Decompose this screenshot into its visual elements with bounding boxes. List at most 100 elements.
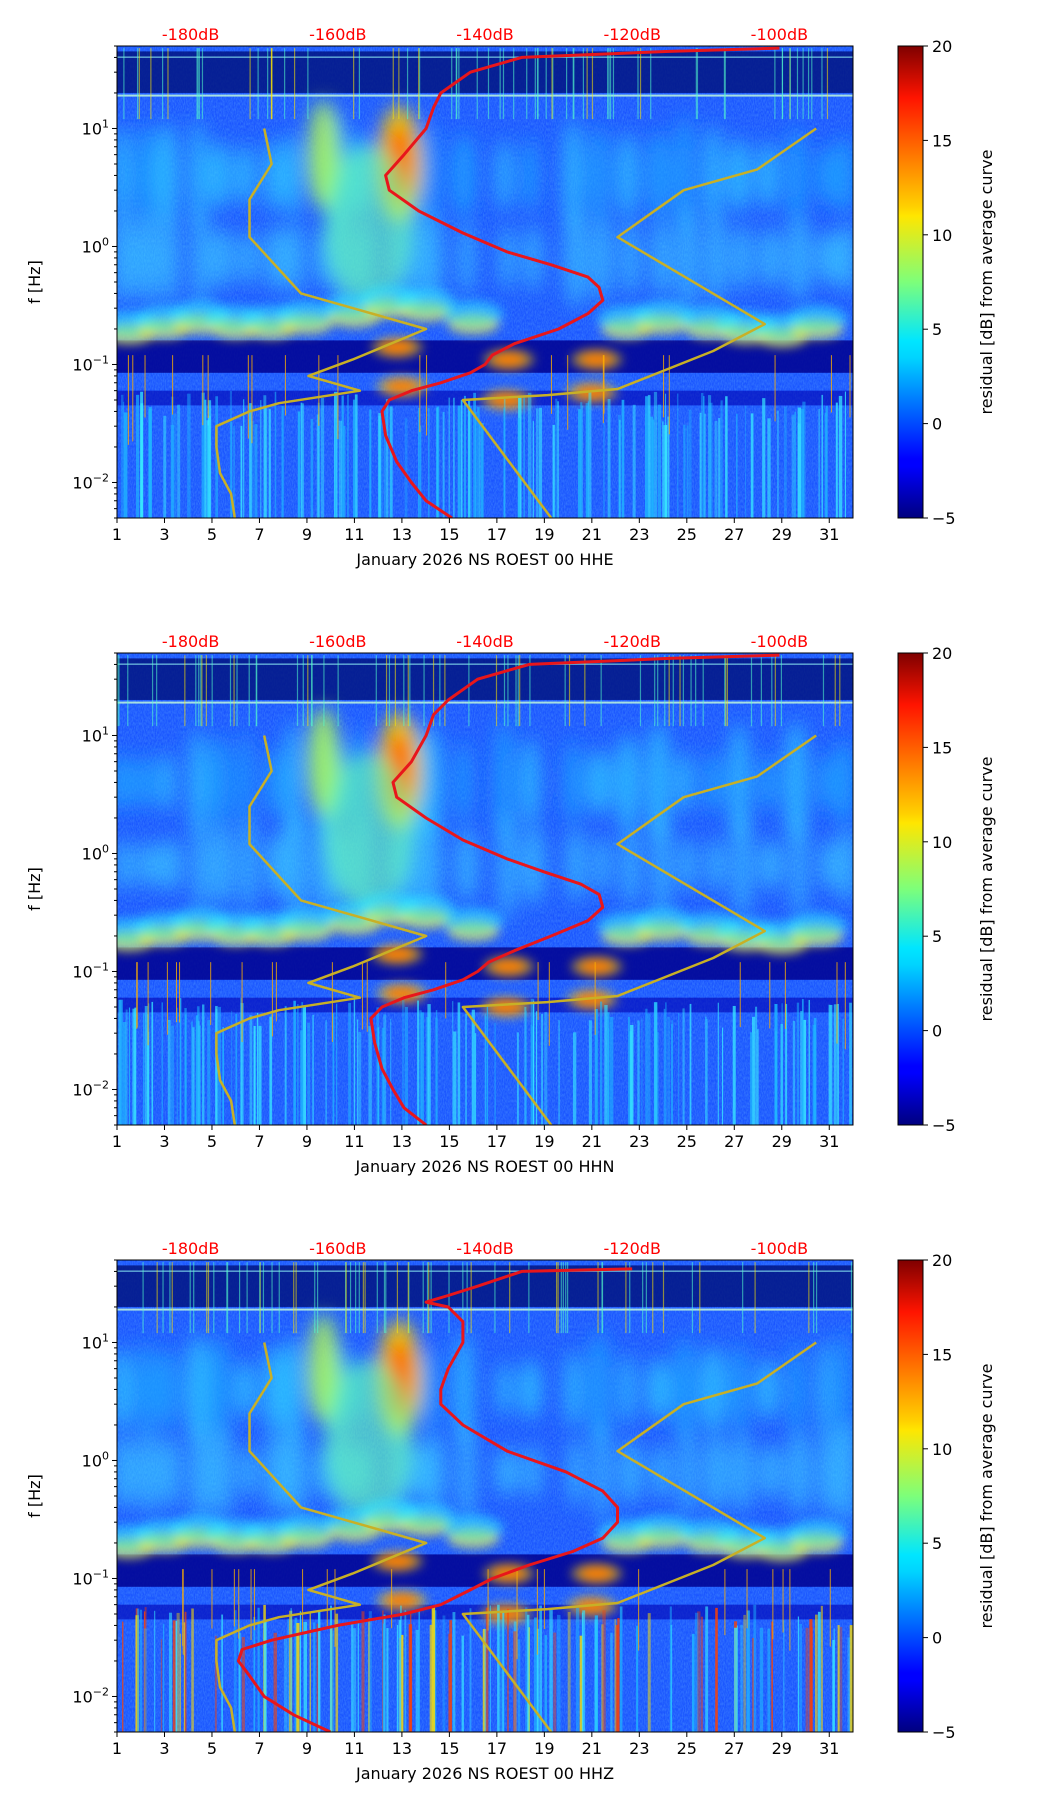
hf-blob	[615, 735, 640, 830]
mf-blob	[565, 827, 587, 902]
lf-streak	[474, 1033, 477, 1125]
lf-streak	[418, 407, 420, 518]
lf-streak	[202, 1004, 205, 1125]
lf-streak	[352, 1628, 357, 1732]
lf-streak	[229, 390, 232, 518]
lf-streak	[316, 414, 320, 518]
lf-streak	[325, 1020, 328, 1125]
colorbar-tick-label: 5	[932, 320, 942, 339]
x-axis-label: January 2026 NS ROEST 00 HHE	[355, 550, 613, 569]
hf-column	[198, 48, 200, 120]
hf-column	[725, 655, 727, 727]
lf-streak	[530, 1024, 533, 1125]
hf-column	[307, 48, 309, 120]
hf-column	[117, 655, 119, 727]
x-tick-label: 21	[582, 1739, 602, 1758]
lf-streak	[382, 1623, 385, 1732]
lf-streak	[418, 1610, 420, 1732]
hf-column	[136, 48, 139, 120]
lf-streak	[404, 418, 408, 518]
lf-streak	[429, 1624, 433, 1732]
lf-streak	[653, 1002, 658, 1125]
lf-streak	[817, 1611, 821, 1732]
lf-streak	[647, 1013, 651, 1125]
microseism-halo	[395, 288, 456, 317]
hf-column	[419, 48, 421, 120]
lf-streak	[579, 1635, 583, 1732]
hf-column	[439, 655, 441, 727]
lf-streak	[297, 1004, 299, 1125]
lf-streak	[636, 1625, 639, 1732]
hf-column	[200, 655, 202, 727]
hf-blob	[235, 144, 256, 207]
hf-blob	[816, 145, 833, 206]
lf-streak	[653, 391, 658, 518]
lf-streak	[249, 1015, 253, 1125]
hf-column	[796, 48, 799, 120]
colorbar-gradient	[897, 45, 924, 519]
lf-streak	[296, 1622, 300, 1732]
lf-streak	[383, 1614, 386, 1732]
mf-blob	[239, 819, 258, 911]
mf-blob	[835, 827, 853, 903]
lf-streak	[774, 1004, 778, 1125]
lf-streak	[558, 1020, 560, 1125]
lf-streak	[147, 1032, 150, 1125]
lf-streak	[667, 416, 670, 518]
lf-streak	[376, 1007, 380, 1125]
lf-streak	[825, 405, 828, 518]
hf-column	[249, 48, 251, 120]
hf-column	[625, 1262, 627, 1334]
lf-streak	[347, 394, 349, 518]
y-axis: 10−2 10−1 100 101 f [Hz]	[25, 1259, 117, 1733]
lf-streak	[297, 411, 301, 518]
hf-blob	[189, 729, 207, 836]
lf-streak	[849, 1625, 853, 1732]
lf-streak	[123, 412, 128, 518]
lf-streak	[614, 1619, 617, 1732]
hf-column	[422, 1262, 424, 1334]
lf-streak	[657, 1031, 659, 1125]
lf-streak	[844, 391, 846, 518]
hf-column	[526, 48, 528, 120]
top-db-label: -160dB	[309, 25, 366, 44]
lf-streak	[655, 426, 657, 518]
lf-streak	[381, 411, 383, 518]
lf-streak	[452, 1612, 456, 1732]
hf-column	[537, 48, 539, 120]
lf-streak	[320, 397, 325, 518]
lf-streak	[187, 393, 191, 518]
lf-streak	[143, 1013, 145, 1125]
lf-streak	[523, 396, 525, 518]
lf-streak	[353, 998, 356, 1125]
lf-streak	[233, 425, 236, 518]
x-tick-label: 23	[629, 1132, 649, 1151]
colorbar-tick-label: 5	[932, 1534, 942, 1553]
hf-column	[664, 655, 666, 727]
microseism-band	[117, 891, 848, 1018]
lf-streak	[332, 1630, 335, 1732]
lf-streak	[343, 425, 346, 518]
hf-column	[255, 655, 257, 727]
hf-column	[127, 655, 129, 727]
lf-streak	[299, 1611, 302, 1732]
lf-streak	[352, 399, 356, 518]
microseism-halo	[276, 907, 337, 936]
colorbar: −5 0 5 10 15 20 residual [dB] from average cur…	[897, 37, 996, 528]
x-tick-label: 3	[159, 1739, 169, 1758]
hf-column	[564, 655, 566, 727]
lf-streak	[316, 1623, 320, 1732]
hf-blob	[673, 115, 696, 236]
top-db-label: -180dB	[162, 1239, 219, 1258]
lf-streak	[689, 1003, 692, 1125]
mf-blob	[618, 1440, 643, 1504]
x-tick-label: 27	[724, 1132, 744, 1151]
mf-warm	[323, 1359, 414, 1520]
lf-streak	[136, 1608, 140, 1732]
lf-streak	[603, 422, 605, 518]
lf-streak	[621, 399, 625, 518]
hf-blob	[562, 119, 583, 232]
mf-blob	[521, 825, 546, 905]
lf-streak	[330, 1605, 332, 1732]
